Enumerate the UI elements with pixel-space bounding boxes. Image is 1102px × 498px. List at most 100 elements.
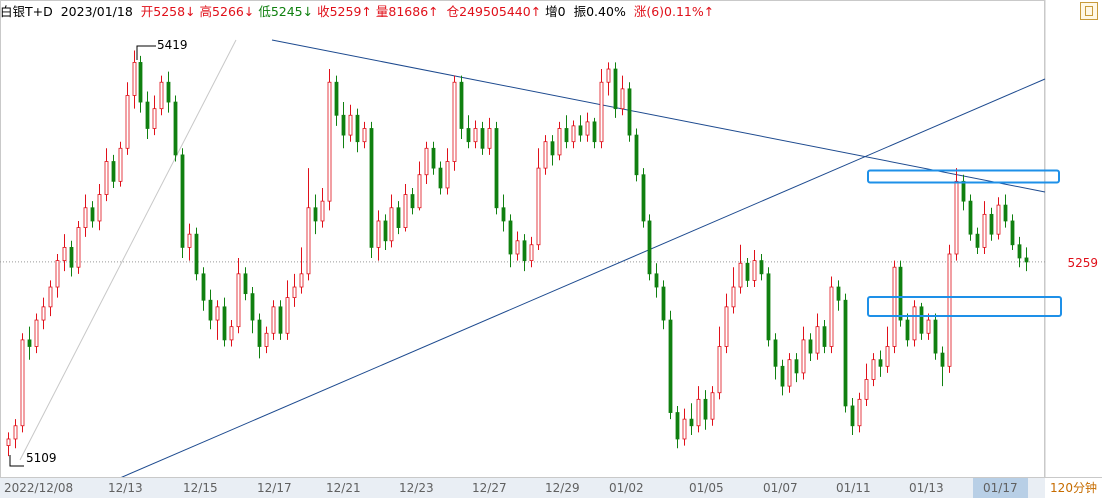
candle-body xyxy=(152,108,157,129)
time-axis[interactable]: 2022/12/08 12/13 12/15 12/17 12/21 12/23… xyxy=(0,477,1045,498)
candle xyxy=(613,62,618,118)
candle-body xyxy=(145,101,150,129)
candlestick-chart[interactable] xyxy=(0,0,1102,478)
candle-body xyxy=(250,293,255,321)
candle-body xyxy=(522,240,527,262)
candle xyxy=(641,168,646,228)
candle-body xyxy=(13,425,18,440)
candle xyxy=(752,250,757,288)
candle-body xyxy=(606,68,611,83)
candle-body xyxy=(634,134,639,176)
candle-body xyxy=(905,319,910,341)
candle-body xyxy=(410,194,415,209)
oi-change: 增0 xyxy=(545,4,566,19)
candle-body xyxy=(557,128,562,156)
candle xyxy=(717,326,722,400)
candle xyxy=(271,300,276,340)
candle xyxy=(975,227,980,254)
candle-body xyxy=(292,286,297,299)
candle-body xyxy=(578,125,583,136)
candle xyxy=(571,120,576,149)
candle-body xyxy=(571,125,576,143)
candle-body xyxy=(926,319,931,334)
candle-body xyxy=(480,128,485,149)
candle xyxy=(180,148,185,258)
candle xyxy=(396,201,401,235)
candle-body xyxy=(682,418,687,440)
candle xyxy=(794,353,799,383)
candle-body xyxy=(166,81,171,103)
candle-body xyxy=(55,260,60,288)
candle-body xyxy=(431,147,436,169)
candle-body xyxy=(745,262,750,281)
candle xyxy=(243,267,248,301)
candle xyxy=(759,254,764,281)
candle xyxy=(466,115,471,149)
candle-body xyxy=(878,359,883,367)
candle xyxy=(738,244,743,294)
candle xyxy=(118,141,123,187)
candle xyxy=(536,148,541,251)
candle-body xyxy=(104,161,109,195)
candle xyxy=(689,403,694,436)
candle xyxy=(968,194,973,241)
settings-box-icon[interactable] xyxy=(1080,2,1098,20)
candle xyxy=(229,320,234,347)
candle-body xyxy=(843,299,848,407)
candle-body xyxy=(815,326,820,354)
candle-body xyxy=(180,154,185,248)
candle xyxy=(215,300,220,340)
candle-body xyxy=(215,306,220,321)
candle xyxy=(961,174,966,211)
candle-body xyxy=(864,379,869,400)
candle xyxy=(494,121,499,215)
candle-body xyxy=(445,161,450,189)
candle-body xyxy=(494,128,499,209)
candle xyxy=(383,214,388,251)
candle xyxy=(55,254,60,298)
x-tick: 12/17 xyxy=(257,481,292,495)
candle-body xyxy=(34,319,39,347)
candle xyxy=(982,201,987,254)
candle xyxy=(850,398,855,436)
period-selector-button[interactable]: 120分钟 xyxy=(1045,477,1102,498)
candle-body xyxy=(689,418,694,427)
candle-body xyxy=(501,207,506,222)
candle xyxy=(871,353,876,387)
candle-body xyxy=(173,101,178,156)
candle xyxy=(585,112,590,142)
candle xyxy=(843,293,848,413)
candle-body xyxy=(885,346,890,367)
candle xyxy=(745,257,750,288)
candle xyxy=(104,148,109,202)
candle xyxy=(125,82,130,155)
candle-body xyxy=(550,141,555,156)
candle-body xyxy=(76,227,81,268)
candle-body xyxy=(759,260,764,275)
candle xyxy=(801,326,806,380)
candle xyxy=(417,161,422,211)
candle-body xyxy=(592,121,597,143)
candle xyxy=(278,300,283,340)
candle-body xyxy=(187,233,192,248)
candle-body xyxy=(334,81,339,116)
candle-body xyxy=(243,273,248,295)
candle-body xyxy=(348,114,353,136)
candle-body xyxy=(424,147,429,176)
candle xyxy=(299,247,304,294)
candle xyxy=(543,135,548,175)
candle xyxy=(152,95,157,136)
candle xyxy=(403,183,408,232)
candle xyxy=(522,234,527,272)
x-tick: 12/23 xyxy=(399,481,434,495)
candle xyxy=(933,313,938,360)
candle xyxy=(20,333,25,433)
candle-body xyxy=(836,286,841,301)
candle-body xyxy=(362,128,367,143)
candle xyxy=(550,135,555,166)
candle-body xyxy=(118,147,123,182)
candle xyxy=(529,236,534,268)
volume: 量81686↑ xyxy=(375,4,439,19)
candle-body xyxy=(69,246,74,268)
candle xyxy=(1010,214,1015,251)
